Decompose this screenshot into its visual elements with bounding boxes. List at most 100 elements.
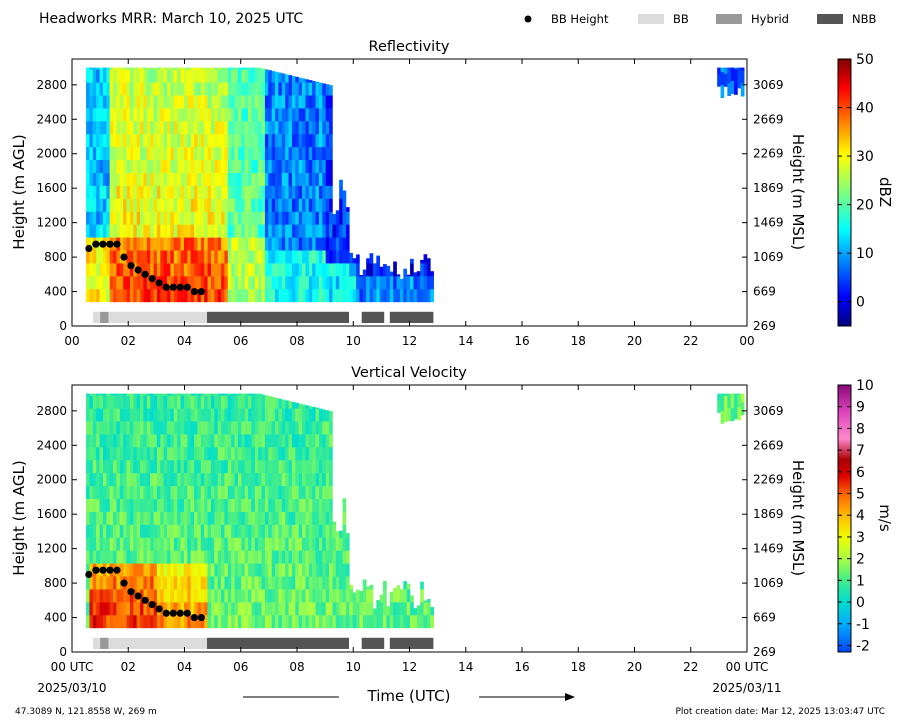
field-cell xyxy=(160,472,164,487)
field-cell xyxy=(268,263,272,277)
field-cell xyxy=(146,498,151,512)
field-cell xyxy=(109,263,114,277)
field-cell xyxy=(730,407,735,422)
field-cell xyxy=(96,250,100,264)
field-cell xyxy=(126,537,131,551)
field-cell xyxy=(187,408,191,422)
field-cell xyxy=(305,524,310,538)
field-cell xyxy=(173,459,178,474)
field-cell xyxy=(210,614,215,629)
field-cell xyxy=(200,211,205,225)
field-cell xyxy=(248,614,252,629)
field-cell xyxy=(264,408,269,422)
field-cell xyxy=(329,198,333,212)
colorbar-label: dBZ xyxy=(876,177,894,207)
field-cell xyxy=(234,421,239,435)
bb-height-point xyxy=(106,240,114,248)
field-cell xyxy=(396,276,401,290)
field-cell xyxy=(288,211,293,225)
field-cell xyxy=(200,133,205,148)
field-cell xyxy=(281,95,286,109)
field-cell xyxy=(298,211,303,225)
field-cell xyxy=(86,211,90,225)
field-cell xyxy=(723,73,728,87)
field-cell xyxy=(318,82,323,96)
field-cell xyxy=(217,472,222,487)
field-cell xyxy=(204,263,208,277)
field-cell xyxy=(129,172,134,186)
field-cell xyxy=(200,82,205,96)
field-cell xyxy=(106,185,110,199)
field-cell xyxy=(224,172,229,186)
field-cell xyxy=(251,614,256,629)
field-cell xyxy=(342,614,347,629)
field-cell xyxy=(430,276,434,290)
field-cell xyxy=(109,472,114,487)
field-cell xyxy=(153,198,158,212)
field-cell xyxy=(143,537,148,551)
field-cell xyxy=(214,563,218,577)
field-cell xyxy=(325,459,330,474)
field-cell xyxy=(217,67,222,70)
field-cell xyxy=(106,288,110,303)
field-cell xyxy=(170,498,175,512)
field-cell xyxy=(140,421,144,435)
field-cell xyxy=(423,614,428,629)
field-cell xyxy=(102,550,107,564)
field-cell xyxy=(119,108,124,122)
field-cell xyxy=(163,447,168,461)
field-cell xyxy=(248,108,252,122)
field-cell xyxy=(362,269,367,277)
field-cell xyxy=(308,537,313,551)
field-cell xyxy=(156,524,161,538)
x-tick-label: 22 xyxy=(683,660,698,674)
field-cell xyxy=(150,447,154,461)
field-cell xyxy=(258,95,262,109)
field-cell xyxy=(227,211,232,225)
field-cell xyxy=(109,121,114,135)
field-cell xyxy=(322,185,326,199)
field-cell xyxy=(210,133,215,148)
field-cell xyxy=(376,600,380,603)
field-cell xyxy=(234,524,239,538)
field-cell xyxy=(268,434,272,448)
field-cell xyxy=(140,263,144,277)
field-cell xyxy=(254,589,259,603)
field-cell xyxy=(305,459,310,474)
field-cell xyxy=(224,524,229,538)
field-cell xyxy=(113,95,117,109)
field-cell xyxy=(237,421,242,435)
field-cell xyxy=(291,472,296,487)
field-cell xyxy=(217,276,222,290)
field-cell xyxy=(123,95,127,109)
field-cell xyxy=(403,288,407,303)
field-cell xyxy=(275,550,279,564)
field-cell xyxy=(302,263,306,277)
field-cell xyxy=(322,83,326,96)
field-cell xyxy=(190,95,195,109)
field-cell xyxy=(329,237,333,251)
field-cell xyxy=(109,589,114,603)
field-cell xyxy=(264,224,269,238)
field-cell xyxy=(217,576,222,590)
field-cell xyxy=(92,108,97,122)
field-cell xyxy=(116,524,121,538)
field-cell xyxy=(241,69,245,83)
field-cell xyxy=(258,393,262,396)
field-cell xyxy=(291,250,296,264)
field-cell xyxy=(163,133,168,148)
field-cell xyxy=(160,485,164,499)
field-cell xyxy=(207,434,212,448)
field-cell xyxy=(150,524,154,538)
field-cell xyxy=(180,602,185,616)
field-cell xyxy=(281,288,286,303)
field-cell xyxy=(113,67,117,70)
field-cell xyxy=(740,402,745,416)
field-cell xyxy=(231,276,235,290)
field-cell xyxy=(329,224,333,238)
field-cell xyxy=(194,447,198,461)
field-cell xyxy=(143,393,148,396)
field-cell xyxy=(737,407,742,421)
field-cell xyxy=(214,121,218,135)
field-cell xyxy=(86,576,90,590)
